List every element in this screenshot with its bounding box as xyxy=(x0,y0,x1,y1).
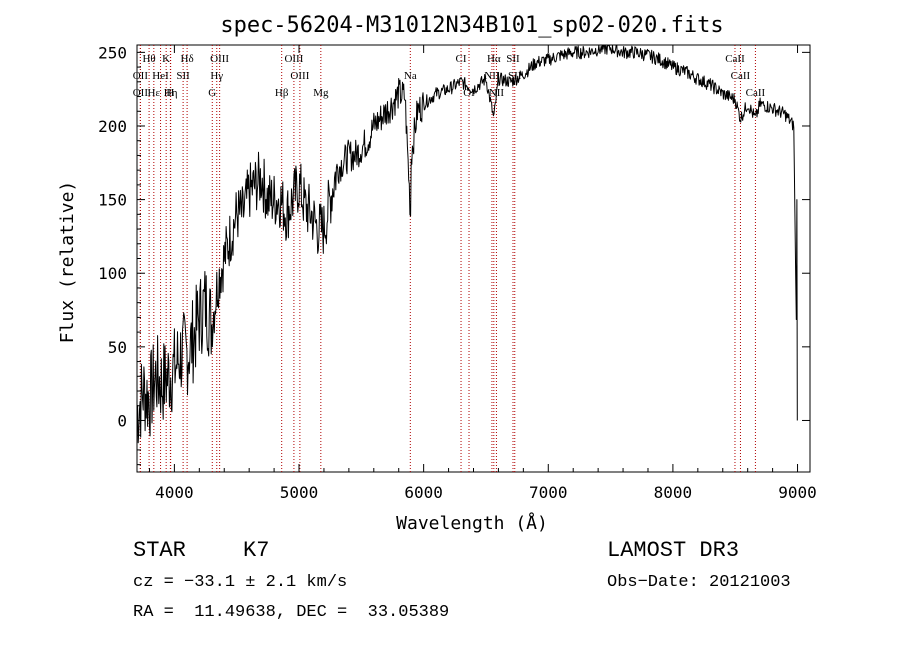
y-tick-label: 50 xyxy=(108,338,127,357)
x-tick-label: 9000 xyxy=(778,483,817,502)
line-label: CI xyxy=(456,53,467,65)
line-label: OI xyxy=(463,87,475,99)
line-label: OIII xyxy=(284,53,303,65)
line-label: NII xyxy=(484,70,500,82)
line-label: HeI xyxy=(152,70,169,82)
axis-ticks: 4000 5000 6000 7000 8000 9000 0 50 100 150 200 250 xyxy=(98,43,817,502)
line-label: Hα xyxy=(487,53,501,65)
x-tick-label: 4000 xyxy=(155,483,194,502)
survey-name: LAMOST DR3 xyxy=(607,538,740,563)
line-label: K xyxy=(162,53,170,65)
line-label: G xyxy=(208,87,216,99)
line-label: CaII xyxy=(746,87,766,99)
emission-line-markers xyxy=(139,45,756,472)
line-label: CaII xyxy=(731,70,751,82)
line-label: CaII xyxy=(725,53,745,65)
spectrum-layer xyxy=(136,44,798,444)
y-tick-label: 200 xyxy=(98,117,127,136)
line-label: SII xyxy=(506,53,520,65)
x-axis-label: Wavelength (Å) xyxy=(396,512,548,534)
x-tick-label: 5000 xyxy=(280,483,319,502)
y-tick-label: 100 xyxy=(98,264,127,283)
y-axis-label: Flux (relative) xyxy=(57,181,78,344)
y-tick-label: 150 xyxy=(98,191,127,210)
x-tick-label: 6000 xyxy=(404,483,443,502)
plot-frame xyxy=(136,44,811,473)
x-tick-label: 8000 xyxy=(654,483,693,502)
line-label: OIII xyxy=(210,53,229,65)
object-subclass: K7 xyxy=(243,538,270,563)
line-label: Na xyxy=(404,70,417,82)
line-label: H xyxy=(166,87,174,99)
line-label: Hγ xyxy=(210,70,223,82)
line-label: SII xyxy=(176,70,190,82)
line-label: OII xyxy=(133,70,149,82)
observation-date: Obs−Date: 20121003 xyxy=(607,573,791,592)
object-class: STAR xyxy=(133,538,186,563)
line-label: Hβ xyxy=(275,87,289,99)
line-label: Mg xyxy=(313,87,329,99)
line-label: Hε xyxy=(148,87,161,99)
y-tick-label: 0 xyxy=(117,411,127,430)
x-tick-label: 7000 xyxy=(529,483,568,502)
redshift-velocity: cz = −33.1 ± 2.1 km/s xyxy=(133,573,348,592)
line-label: Hη xyxy=(164,87,178,99)
chart-title: spec-56204-M31012N34B101_sp02-020.fits xyxy=(220,13,723,38)
line-label: OII xyxy=(133,87,149,99)
coordinates: RA = 11.49638, DEC = 33.05389 xyxy=(133,603,450,622)
line-label: Hδ xyxy=(181,53,194,65)
y-tick-label: 250 xyxy=(98,43,127,62)
line-label: OIII xyxy=(290,70,309,82)
spectrum-series-line xyxy=(136,44,798,444)
line-label: Hθ xyxy=(142,53,155,65)
